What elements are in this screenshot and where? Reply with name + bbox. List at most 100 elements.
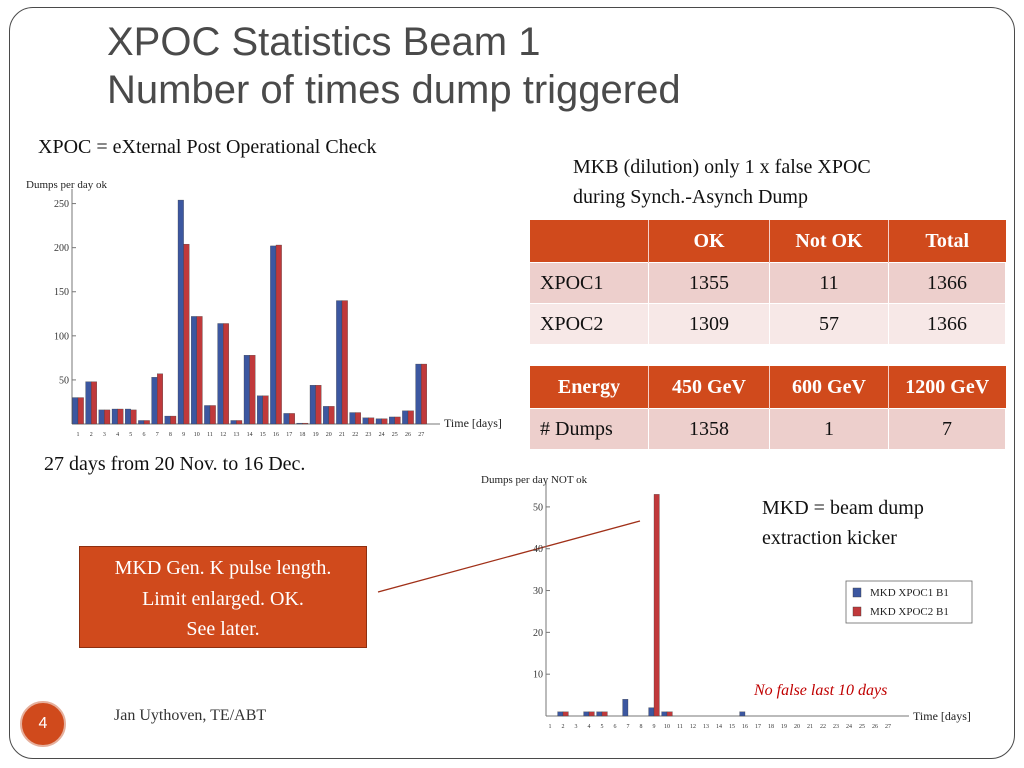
ok-chart-bar-series1 <box>375 418 382 425</box>
mkb-note-line-2: during Synch.-Asynch Dump <box>573 186 808 208</box>
xpoc-header-total: Total <box>888 220 1006 263</box>
not-ok-chart-x-tick-label: 9 <box>653 724 656 730</box>
not-ok-chart-bar-series1 <box>557 711 564 717</box>
not-ok-chart-x-tick-label: 8 <box>640 724 643 730</box>
ok-chart-bar-series2 <box>104 409 111 425</box>
not-ok-chart-y-tick-label: 20 <box>533 628 543 639</box>
ok-chart-bar-series2 <box>368 417 375 425</box>
ok-chart-x-tick-label: 15 <box>260 432 266 438</box>
table-cell: 1366 <box>888 262 1006 304</box>
energy-header-450: 450 GeV <box>648 366 770 409</box>
ok-chart-bar-series2 <box>315 385 322 425</box>
ok-chart-x-tick-label: 10 <box>194 432 200 438</box>
page-number-badge: 4 <box>20 701 66 747</box>
ok-chart-x-tick-label: 12 <box>220 432 226 438</box>
table-cell: # Dumps <box>530 408 649 449</box>
not-ok-chart-x-tick-label: 26 <box>872 724 878 730</box>
table-row: XPOC2 1309 57 1366 <box>530 303 1006 344</box>
table-cell: XPOC1 <box>530 262 649 304</box>
ok-chart-x-tick-label: 8 <box>169 432 172 438</box>
ok-chart-x-tick-label: 16 <box>273 432 279 438</box>
not-ok-chart-bar-series1 <box>622 699 629 717</box>
ok-chart-bar-series2 <box>91 381 97 425</box>
energy-table: Energy 450 GeV 600 GeV 1200 GeV # Dumps … <box>530 366 1006 449</box>
not-ok-chart-x-tick-label: 22 <box>820 724 826 730</box>
ok-chart-x-tick-label: 20 <box>326 432 332 438</box>
ok-chart-bar-series1 <box>85 381 92 425</box>
table-row: XPOC1 1355 11 1366 <box>530 262 1006 304</box>
not-ok-chart-bar-series1 <box>661 711 668 717</box>
ok-chart-bar-series1 <box>283 413 290 425</box>
mkd-note-line-1: MKD = beam dump <box>762 497 924 519</box>
callout-leader-line <box>377 520 641 593</box>
not-ok-chart-bar-series2 <box>653 494 660 717</box>
xpoc-table: OK Not OK Total XPOC1 1355 11 1366 XPOC2… <box>530 220 1006 344</box>
energy-header-600: 600 GeV <box>769 366 889 409</box>
ok-chart-bar-series2 <box>223 323 229 425</box>
ok-chart-x-tick-label: 1 <box>77 432 80 438</box>
ok-chart-x-tick-label: 7 <box>156 432 159 438</box>
ok-chart-y-tick-label: 200 <box>54 243 69 254</box>
ok-chart-bar-series1 <box>72 397 79 425</box>
ok-chart-bar-series2 <box>236 420 243 425</box>
ok-chart-x-tick-label: 2 <box>90 432 93 438</box>
not-ok-chart-y-tick-label: 30 <box>533 586 543 597</box>
title-line-2: Number of times dump triggered <box>107 68 681 112</box>
ok-chart-bar-series2 <box>381 418 388 425</box>
not-ok-chart-y-tick-label: 50 <box>533 502 543 513</box>
not-ok-chart-x-tick-label: 10 <box>664 724 670 730</box>
ok-chart-bar-series1 <box>191 316 197 425</box>
legend-entry-series2: MKD XPOC2 B1 <box>870 606 949 618</box>
ok-chart-bar-series1 <box>336 300 343 425</box>
ok-chart-bar-series2 <box>421 363 427 425</box>
table-cell: 57 <box>769 303 889 344</box>
not-ok-chart-x-tick-label: 6 <box>614 724 617 730</box>
ok-chart-bar-series1 <box>138 420 145 425</box>
not-ok-chart-x-tick-label: 11 <box>677 724 683 730</box>
not-ok-chart-bar-series1 <box>596 711 603 717</box>
xpoc-header-not-ok: Not OK <box>769 220 889 263</box>
not-ok-chart-x-tick-label: 20 <box>794 724 800 730</box>
ok-chart-bar-series1 <box>349 412 356 425</box>
not-ok-chart-y-tick-label: 10 <box>533 670 543 681</box>
not-ok-chart-x-axis-label: Time [days] <box>913 709 971 723</box>
not-ok-chart-x-tick-label: 14 <box>716 724 722 730</box>
ok-chart-bar-series1 <box>389 416 395 425</box>
ok-chart-bar-series1 <box>98 409 105 425</box>
callout-line-2: Limit enlarged. OK. <box>142 587 304 610</box>
ok-chart-x-tick-label: 18 <box>299 432 305 438</box>
not-ok-chart-x-tick-label: 15 <box>729 724 735 730</box>
ok-chart-bar-series2 <box>328 406 335 425</box>
mkb-note-line-1: MKB (dilution) only 1 x false XPOC <box>573 156 871 178</box>
not-ok-chart-x-tick-label: 18 <box>768 724 774 730</box>
not-ok-chart-y-tick-label: 40 <box>533 544 543 555</box>
table-cell: 1 <box>769 408 889 449</box>
ok-chart-bar-series1 <box>402 410 409 425</box>
not-ok-chart-x-tick-label: 13 <box>703 724 709 730</box>
ok-chart-bar-series1 <box>270 245 277 425</box>
legend-swatch-series1 <box>852 587 862 598</box>
table-cell: 1358 <box>648 408 770 449</box>
not-ok-chart-bar-series2 <box>562 711 569 717</box>
table-cell: 7 <box>888 408 1006 449</box>
not-ok-chart-x-tick-label: 25 <box>859 724 865 730</box>
not-ok-chart-x-tick-label: 21 <box>807 724 813 730</box>
ok-chart-y-tick-label: 150 <box>54 287 69 298</box>
title-line-1: XPOC Statistics Beam 1 <box>107 20 541 64</box>
ok-chart-x-tick-label: 23 <box>365 432 371 438</box>
not-ok-chart-bar-series1 <box>583 711 590 717</box>
callout-line-1: MKD Gen. K pulse length. <box>114 557 332 579</box>
ok-chart-x-tick-label: 9 <box>182 432 185 438</box>
not-ok-chart-x-tick-label: 12 <box>690 724 696 730</box>
not-ok-chart-x-tick-label: 23 <box>833 724 839 730</box>
table-cell: 11 <box>769 262 889 304</box>
ok-chart-bar-series1 <box>111 408 118 425</box>
ok-chart-y-tick-label: 250 <box>54 199 69 210</box>
legend-entry-series1: MKD XPOC1 B1 <box>870 587 949 599</box>
ok-chart-x-tick-label: 11 <box>207 432 213 438</box>
ok-chart-bar-series1 <box>296 422 303 425</box>
ok-chart-x-tick-label: 21 <box>339 432 345 438</box>
footer-author: Jan Uythoven, TE/ABT <box>114 707 267 724</box>
ok-chart-bar-series2 <box>183 243 190 425</box>
